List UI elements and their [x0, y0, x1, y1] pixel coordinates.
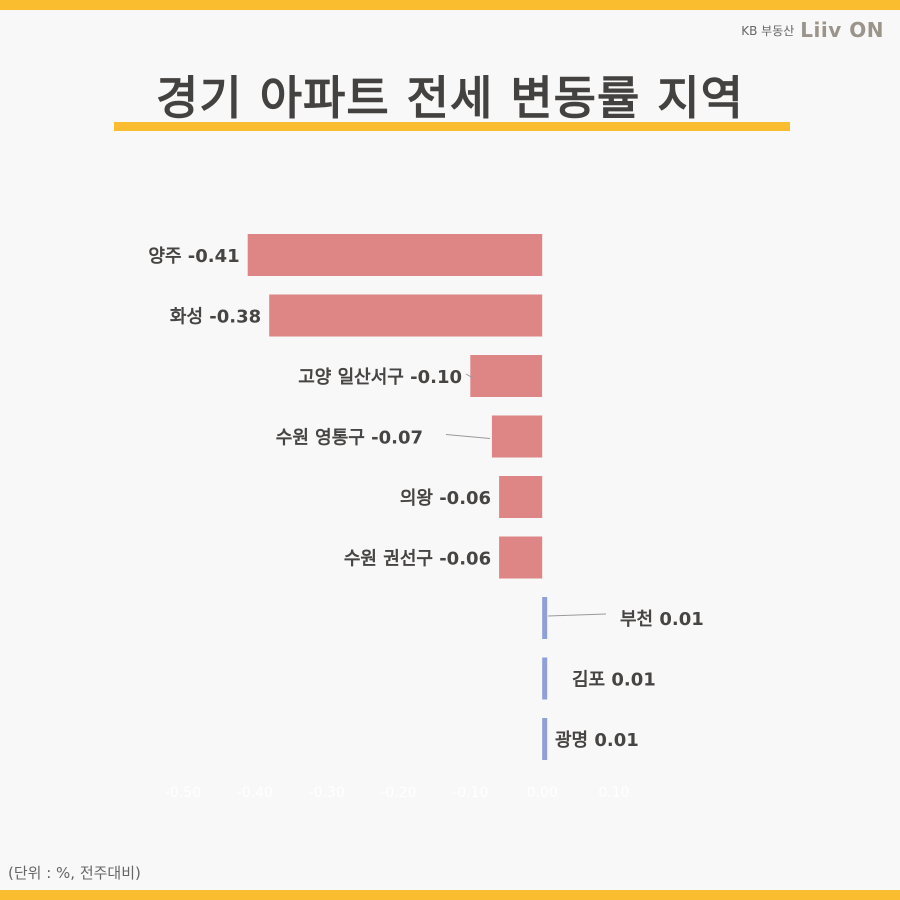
- data-label-4: 의왕 -0.06: [400, 488, 491, 509]
- x-tick-label-4: -0.10: [452, 785, 488, 801]
- x-tick-label-3: -0.20: [380, 785, 416, 801]
- bottom-accent-bar: [0, 890, 900, 900]
- data-label-1: 화성 -0.38: [170, 307, 261, 328]
- x-tick-label-6: 0.10: [598, 785, 629, 801]
- bar-8: [542, 718, 548, 760]
- data-label-5: 수원 권선구 -0.06: [344, 549, 491, 570]
- bar-6: [542, 597, 548, 639]
- unit-footnote: (단위 : %, 전주대비): [8, 864, 141, 882]
- leader-line-2: [465, 373, 474, 379]
- data-label-0: 양주 -0.41: [148, 246, 239, 267]
- bar-5: [499, 536, 543, 579]
- brand-logo: Liiv ON: [800, 18, 884, 42]
- data-label-8: 광명 0.01: [555, 730, 639, 751]
- data-label-3: 수원 영통구 -0.07: [276, 428, 423, 449]
- bar-3: [491, 415, 543, 458]
- bar-0: [247, 234, 543, 276]
- bar-4: [499, 476, 543, 518]
- x-tick-label-1: -0.40: [237, 785, 273, 801]
- bar-1: [269, 294, 543, 337]
- data-label-7: 김포 0.01: [572, 670, 656, 691]
- data-label-2: 고양 일산서구 -0.10: [298, 367, 462, 388]
- title-underline: [114, 122, 790, 131]
- title-wrap: 경기 아파트 전세 변동률 지역: [0, 62, 900, 128]
- x-tick-label-5: 0.00: [527, 785, 558, 801]
- x-tick-label-2: -0.30: [309, 785, 345, 801]
- x-tick-label-0: -0.50: [165, 785, 201, 801]
- leader-line-6: [547, 613, 607, 617]
- chart-title: 경기 아파트 전세 변동률 지역: [156, 71, 744, 125]
- leader-line-3: [445, 434, 491, 439]
- data-label-6: 부천 0.01: [620, 609, 704, 630]
- brand: KB 부동산 Liiv ON: [741, 18, 884, 42]
- brand-sub: KB 부동산: [741, 23, 795, 38]
- bar-7: [542, 657, 548, 700]
- top-accent-bar: [0, 0, 900, 10]
- bar-2: [470, 355, 543, 397]
